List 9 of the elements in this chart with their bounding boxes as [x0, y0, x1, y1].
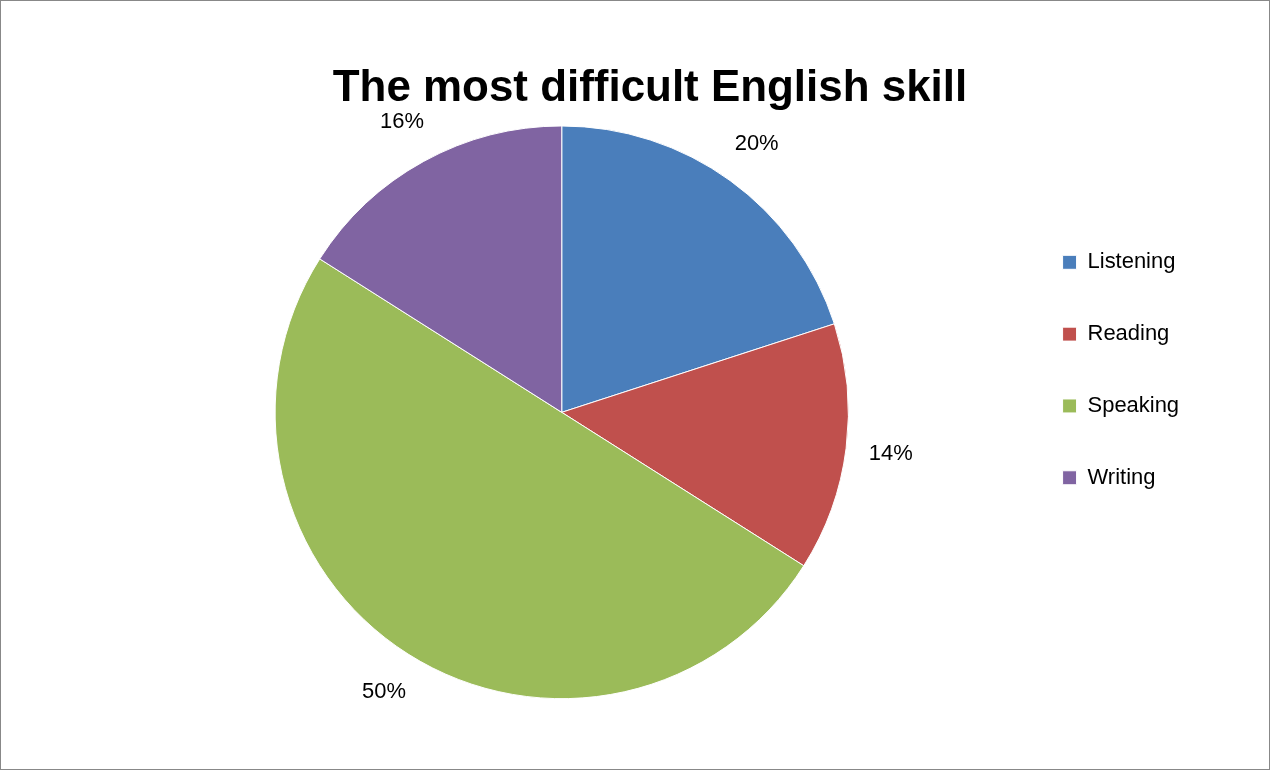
data-label: 20% — [734, 130, 779, 156]
data-label: 50% — [362, 678, 407, 704]
legend-label: Reading — [1087, 320, 1170, 346]
legend-label: Speaking — [1087, 392, 1180, 417]
chart-title: The most difficult English skill — [332, 61, 968, 111]
data-label: 16% — [380, 108, 424, 134]
data-label: 14% — [868, 439, 913, 465]
legend-label: Writing — [1087, 463, 1156, 489]
legend-label: Listening — [1087, 248, 1176, 274]
